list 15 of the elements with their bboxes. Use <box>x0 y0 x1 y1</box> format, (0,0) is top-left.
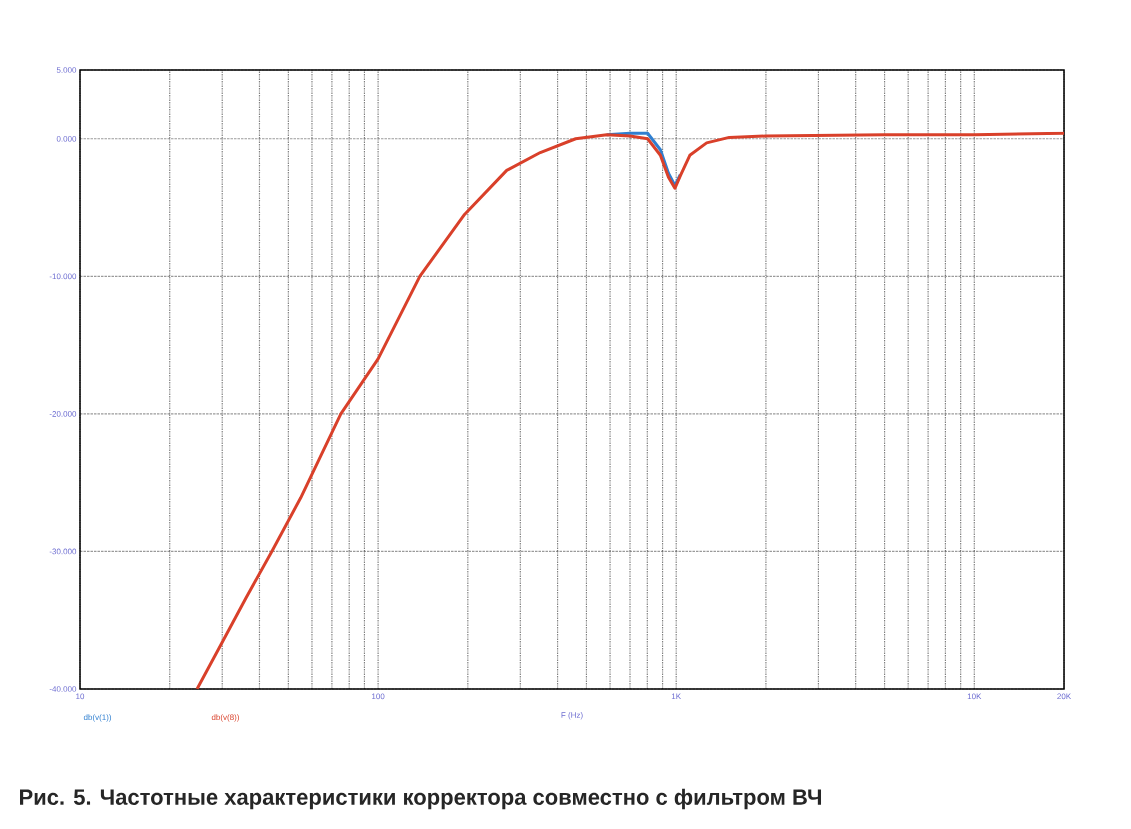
x-tick-label: 1K <box>671 693 681 700</box>
x-tick-label: 10K <box>967 693 982 700</box>
y-tick-label: -20.000 <box>49 411 77 417</box>
y-tick-label: -30.000 <box>49 548 77 555</box>
x-tick-label: 20K <box>1057 693 1072 700</box>
x-tick-label: 10 <box>76 693 85 700</box>
y-tick-label: -10.000 <box>49 273 77 280</box>
x-tick-label: 100 <box>372 693 385 700</box>
text: db(v(1)) <box>83 714 112 722</box>
x-axis-title: F (Hz) <box>561 712 583 720</box>
text: Рис. 5. Частотные характеристики корректора совместно с фильтром ВЧ <box>20 788 822 810</box>
y-tick-label: 0.000 <box>56 135 77 142</box>
text: db(v(8)) <box>211 714 239 722</box>
y-tick-label: -40.000 <box>49 686 77 692</box>
y-tick-label: 5.000 <box>56 67 77 73</box>
